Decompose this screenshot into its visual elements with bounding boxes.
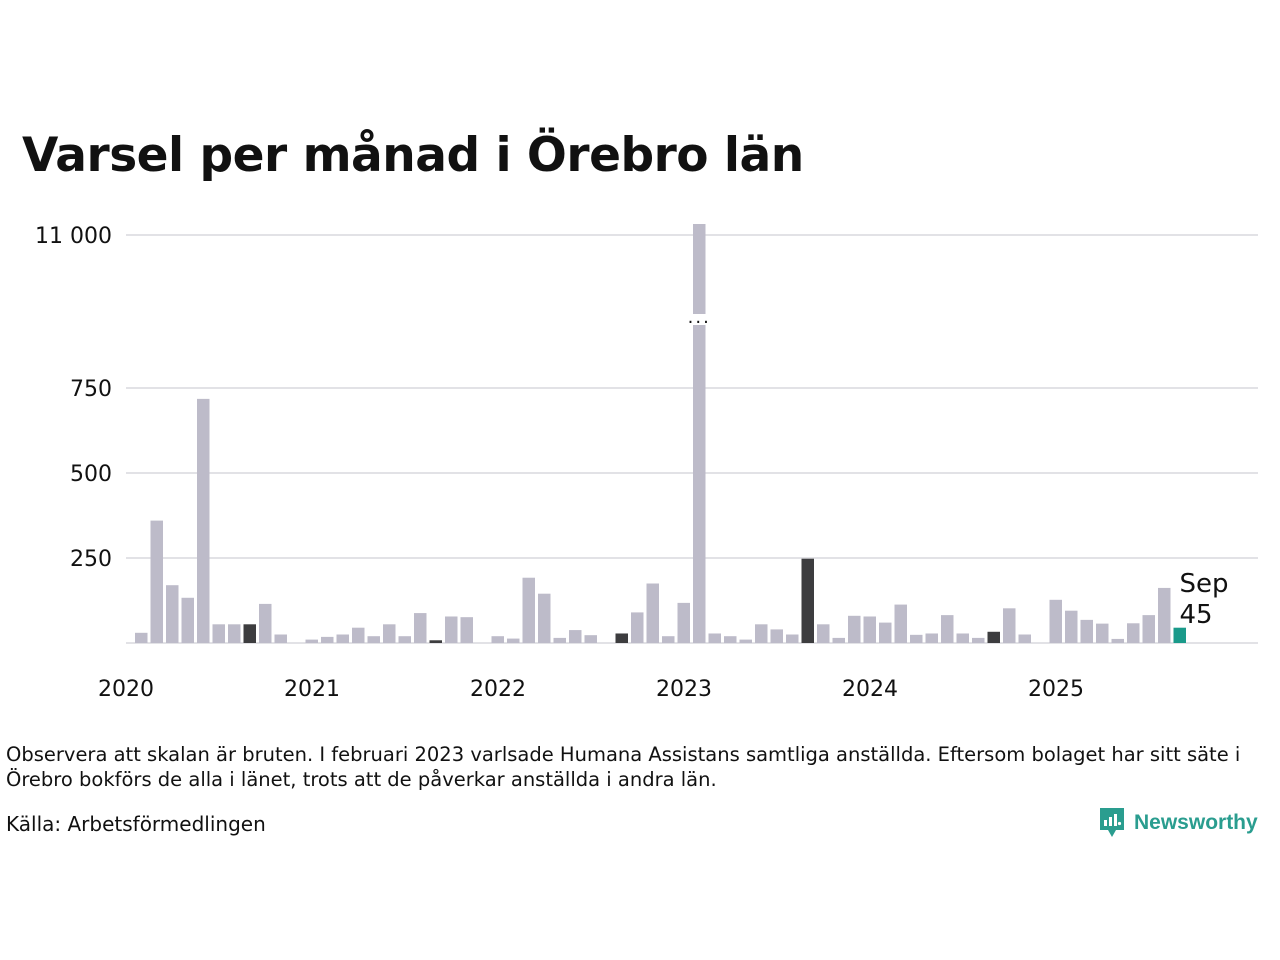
bar[interactable] <box>786 634 799 644</box>
bar[interactable] <box>383 624 396 643</box>
bar[interactable] <box>460 617 474 643</box>
y-axis-labels: 250 500 750 11 000 <box>35 224 112 572</box>
bar[interactable] <box>615 633 629 643</box>
bar[interactable] <box>1003 608 1016 643</box>
bar[interactable] <box>553 637 567 643</box>
gridlines <box>126 234 1258 644</box>
bar[interactable] <box>321 636 334 643</box>
break-gap <box>681 314 718 325</box>
chart-title: Varsel per månad i Örebro län <box>22 128 804 183</box>
y-tick-label: 11 000 <box>35 224 112 249</box>
x-tick-label: 2024 <box>842 677 898 702</box>
y-tick-label: 250 <box>70 547 112 572</box>
x-tick-label: 2020 <box>98 677 154 702</box>
bar[interactable] <box>1127 623 1140 643</box>
bar[interactable] <box>522 577 536 643</box>
bar[interactable] <box>1018 634 1032 644</box>
bar[interactable] <box>352 627 365 643</box>
bar[interactable] <box>166 585 179 643</box>
bar[interactable] <box>569 630 582 643</box>
bar[interactable] <box>398 636 412 643</box>
bar-chart: 250 500 750 11 000 ... 2020 2021 2022 2023 2024… <box>35 224 1258 702</box>
break-marker: ... <box>688 307 711 328</box>
bar[interactable] <box>832 637 846 643</box>
bar[interactable] <box>150 520 164 643</box>
bar[interactable] <box>197 398 210 643</box>
bar[interactable] <box>274 634 288 644</box>
bar[interactable] <box>941 615 954 643</box>
brand-name: Newsworthy <box>1134 811 1258 834</box>
bar[interactable] <box>228 624 241 643</box>
bar[interactable] <box>1111 638 1125 643</box>
bar[interactable] <box>584 635 598 643</box>
bar[interactable] <box>429 640 443 643</box>
bar[interactable] <box>259 603 272 643</box>
bar[interactable] <box>662 636 675 643</box>
chart-note: Observera att skalan är bruten. I februa… <box>6 743 1241 791</box>
bar[interactable] <box>336 634 350 644</box>
y-tick-label: 750 <box>70 377 112 402</box>
bar[interactable] <box>491 636 505 643</box>
bar[interactable] <box>1142 615 1156 643</box>
bar[interactable] <box>445 616 458 643</box>
bar[interactable] <box>677 602 691 643</box>
bar[interactable] <box>243 624 257 643</box>
bar[interactable] <box>1080 619 1094 643</box>
bar[interactable] <box>755 624 768 643</box>
source-text: Källa: Arbetsförmedlingen <box>6 812 266 836</box>
bar[interactable] <box>1173 627 1187 643</box>
bar[interactable] <box>507 638 520 643</box>
bar[interactable] <box>739 639 753 643</box>
bar[interactable] <box>817 624 830 643</box>
bar[interactable] <box>894 604 908 643</box>
bar[interactable] <box>181 597 195 643</box>
y-tick-label: 500 <box>70 462 112 487</box>
bar[interactable] <box>305 639 319 643</box>
axis-break: ... <box>681 307 718 328</box>
bar[interactable] <box>708 633 722 643</box>
bar[interactable] <box>538 593 551 643</box>
newsworthy-logo-icon <box>1100 808 1124 837</box>
bar[interactable] <box>1065 610 1078 643</box>
bar[interactable] <box>972 637 985 643</box>
latest-month-label: Sep <box>1180 569 1229 599</box>
bar[interactable] <box>1158 587 1171 643</box>
bars <box>135 224 1186 643</box>
bar[interactable] <box>987 631 1001 643</box>
bar[interactable] <box>414 613 427 643</box>
bar[interactable] <box>367 636 381 643</box>
x-tick-label: 2023 <box>656 677 712 702</box>
bar[interactable] <box>910 634 923 643</box>
bar[interactable] <box>879 622 892 643</box>
bar[interactable] <box>863 616 877 643</box>
bar[interactable] <box>693 224 706 643</box>
bar[interactable] <box>848 615 861 643</box>
bar[interactable] <box>212 624 226 643</box>
bar[interactable] <box>631 612 644 643</box>
bar[interactable] <box>1049 599 1063 643</box>
x-tick-label: 2022 <box>470 677 526 702</box>
bar[interactable] <box>925 633 939 643</box>
bar[interactable] <box>1096 623 1109 643</box>
bar[interactable] <box>724 636 737 643</box>
bar[interactable] <box>646 583 660 644</box>
x-axis-labels: 2020 2021 2022 2023 2024 2025 <box>98 677 1084 702</box>
bar[interactable] <box>956 633 970 643</box>
bar[interactable] <box>801 558 815 643</box>
bar[interactable] <box>135 632 148 643</box>
x-tick-label: 2025 <box>1028 677 1084 702</box>
brand-logo[interactable]: Newsworthy <box>1098 806 1258 840</box>
x-tick-label: 2021 <box>284 677 340 702</box>
latest-value-label: 45 <box>1180 600 1213 630</box>
bar[interactable] <box>770 629 784 643</box>
